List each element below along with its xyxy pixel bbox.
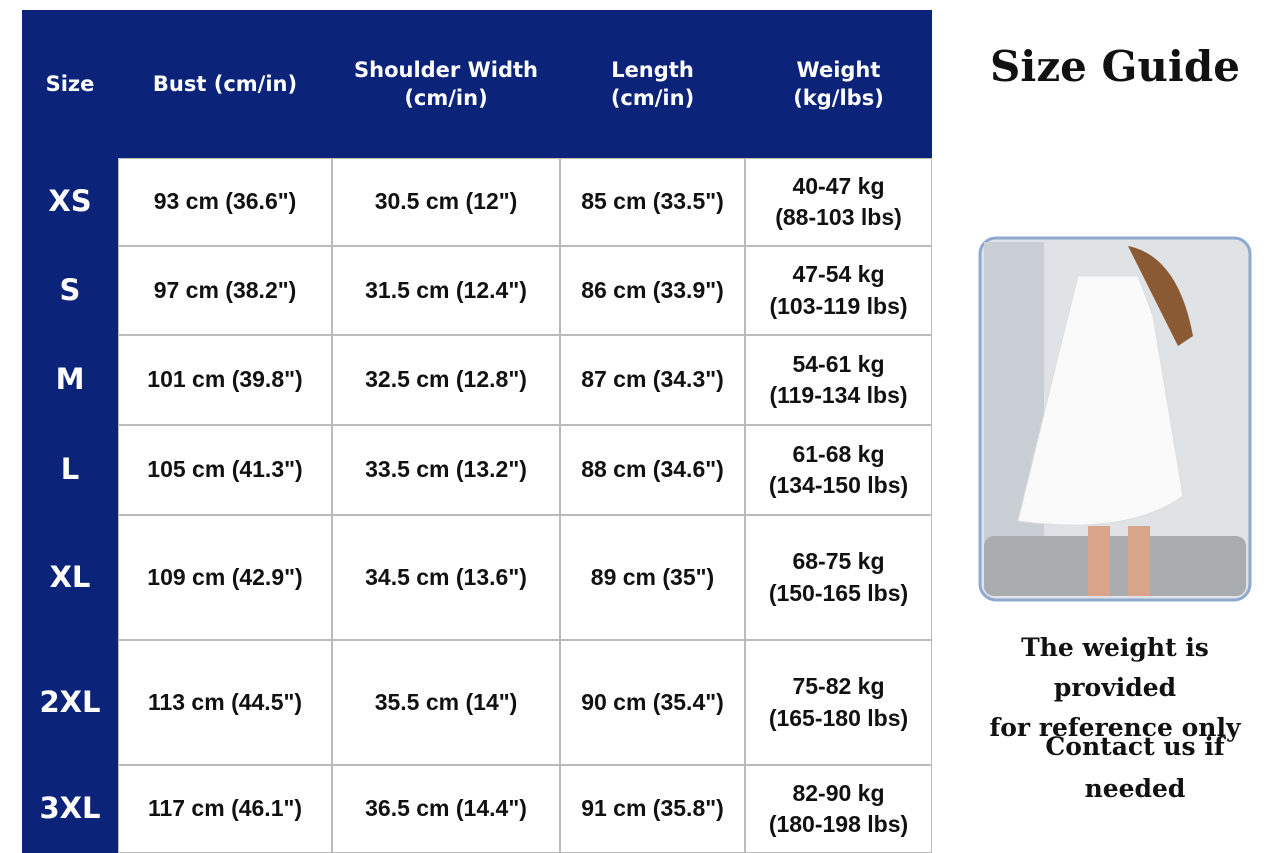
cell-line: Bust (cm/in) xyxy=(152,71,298,96)
data-cell: 54-61 kg (119-134 lbs) xyxy=(745,335,932,425)
cell-line: 93 cm (36.6") xyxy=(153,188,297,215)
data-cell: 31.5 cm (12.4") xyxy=(332,246,560,335)
cell-line: Weight xyxy=(796,57,881,82)
cell-line: Length xyxy=(611,57,694,82)
cell-line: 33.5 cm (13.2") xyxy=(365,456,527,483)
data-cell: 34.5 cm (13.6") xyxy=(332,515,560,640)
cell-line: 32.5 cm (12.8") xyxy=(365,366,527,393)
cell-line: 47-54 kg xyxy=(792,261,885,288)
product-photo xyxy=(978,236,1252,602)
data-cell: 61-68 kg (134-150 lbs) xyxy=(745,425,932,515)
data-cell: 30.5 cm (12") xyxy=(332,158,560,246)
cell-line: 91 cm (35.8") xyxy=(581,795,724,822)
data-cell: 87 cm (34.3") xyxy=(560,335,745,425)
cell-line: 68-75 kg xyxy=(792,548,885,575)
size-cell: XL xyxy=(22,515,118,640)
cell-line: 54-61 kg xyxy=(792,350,885,377)
cell-line: Size xyxy=(45,71,95,96)
cell-line: 105 cm (41.3") xyxy=(147,456,303,483)
cell-line: 97 cm (38.2") xyxy=(153,276,297,303)
cell-line: XS xyxy=(48,184,92,219)
header-cell: Bust (cm/in) xyxy=(118,10,332,158)
cell-line: 85 cm (33.5") xyxy=(581,188,724,215)
cell-line: 36.5 cm (14.4") xyxy=(365,795,527,822)
cell-line: 113 cm (44.5") xyxy=(147,688,303,715)
cell-line: 61-68 kg xyxy=(792,440,885,467)
data-cell: 97 cm (38.2") xyxy=(118,246,332,335)
data-cell: 89 cm (35") xyxy=(560,515,745,640)
cell-line: 31.5 cm (12.4") xyxy=(365,276,527,303)
data-cell: 33.5 cm (13.2") xyxy=(332,425,560,515)
data-cell: 91 cm (35.8") xyxy=(560,765,745,853)
header-cell: Shoulder Width (cm/in) xyxy=(332,10,560,158)
data-cell: 85 cm (33.5") xyxy=(560,158,745,246)
cell-line: 90 cm (35.4") xyxy=(581,688,724,715)
data-cell: 35.5 cm (14") xyxy=(332,640,560,765)
cell-line: XL xyxy=(49,559,91,594)
cell-line: 89 cm (35") xyxy=(590,563,715,590)
cell-line: 30.5 cm (12") xyxy=(374,188,518,215)
data-cell: 32.5 cm (12.8") xyxy=(332,335,560,425)
cell-line: 35.5 cm (14") xyxy=(374,688,518,715)
cell-line: (cm/in) xyxy=(404,86,488,110)
cell-line: (165-180 lbs) xyxy=(768,704,909,731)
size-cell: 3XL xyxy=(22,765,118,853)
contact: Contact us if needed xyxy=(1000,726,1270,810)
cell-line: 101 cm (39.8") xyxy=(147,366,303,393)
size-cell: M xyxy=(22,335,118,425)
cell-line: 86 cm (33.9") xyxy=(581,276,724,303)
cell-line: 117 cm (46.1") xyxy=(147,795,303,822)
note: The weight is provided for reference only xyxy=(965,628,1265,748)
cell-line: S xyxy=(59,272,81,307)
data-cell: 86 cm (33.9") xyxy=(560,246,745,335)
cell-line: 87 cm (34.3") xyxy=(581,366,724,393)
cell-line: 40-47 kg xyxy=(792,172,885,199)
text-line: for reference only xyxy=(989,713,1241,742)
cell-line: (180-198 lbs) xyxy=(768,811,909,837)
cell-line: (150-165 lbs) xyxy=(768,579,909,606)
cell-line: 2XL xyxy=(39,684,101,719)
cell-line: (kg/lbs) xyxy=(793,86,884,110)
cell-line: (103-119 lbs) xyxy=(769,292,908,319)
size-cell: L xyxy=(22,425,118,515)
data-cell: 40-47 kg (88-103 lbs) xyxy=(745,158,932,246)
header-cell: Size xyxy=(22,10,118,158)
cell-line: L xyxy=(60,452,80,487)
cell-line: 34.5 cm (13.6") xyxy=(365,563,527,590)
text-line: needed xyxy=(1084,774,1186,803)
data-cell: 47-54 kg (103-119 lbs) xyxy=(745,246,932,335)
cell-line: 88 cm (34.6") xyxy=(581,456,724,483)
cell-line: (88-103 lbs) xyxy=(775,204,902,230)
data-cell: 88 cm (34.6") xyxy=(560,425,745,515)
data-cell: 75-82 kg (165-180 lbs) xyxy=(745,640,932,765)
cell-line: 82-90 kg xyxy=(792,779,885,806)
data-cell: 101 cm (39.8") xyxy=(118,335,332,425)
header-cell: Weight (kg/lbs) xyxy=(745,10,932,158)
cell-line: M xyxy=(55,362,85,397)
side-title: Size Guide xyxy=(990,42,1240,91)
header-cell: Length (cm/in) xyxy=(560,10,745,158)
text-line: Contact us if xyxy=(1045,732,1225,761)
cell-line: (119-134 lbs) xyxy=(769,382,908,408)
size-cell: 2XL xyxy=(22,640,118,765)
data-cell: 109 cm (42.9") xyxy=(118,515,332,640)
data-cell: 93 cm (36.6") xyxy=(118,158,332,246)
cell-line: 3XL xyxy=(39,791,101,826)
cell-line: 75-82 kg xyxy=(792,673,885,700)
text-line: The weight is provided xyxy=(1021,633,1209,702)
data-cell: 82-90 kg (180-198 lbs) xyxy=(745,765,932,853)
cell-line: Shoulder Width xyxy=(354,57,538,82)
size-cell: XS xyxy=(22,158,118,246)
data-cell: 113 cm (44.5") xyxy=(118,640,332,765)
data-cell: 68-75 kg (150-165 lbs) xyxy=(745,515,932,640)
data-cell: 90 cm (35.4") xyxy=(560,640,745,765)
cell-line: (134-150 lbs) xyxy=(768,472,909,498)
cell-line: 109 cm (42.9") xyxy=(147,563,303,590)
size-cell: S xyxy=(22,246,118,335)
data-cell: 117 cm (46.1") xyxy=(118,765,332,853)
cell-line: (cm/in) xyxy=(610,86,695,110)
data-cell: 105 cm (41.3") xyxy=(118,425,332,515)
data-cell: 36.5 cm (14.4") xyxy=(332,765,560,853)
